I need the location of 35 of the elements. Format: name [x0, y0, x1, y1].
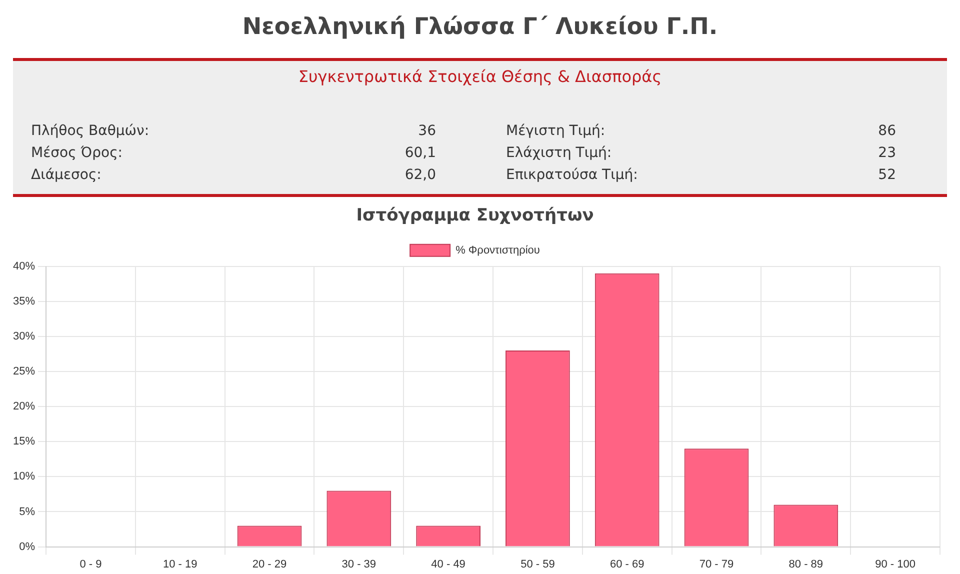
x-tick-label: 20 - 29 [252, 558, 287, 570]
text: 86 [878, 123, 896, 141]
text: Διάμεσος: [31, 167, 102, 185]
text: Επικρατούσα Τιμή: [506, 167, 638, 185]
chart-title: Ιστόγραμμα Συχνοτήτων [356, 206, 594, 226]
y-tick-label: 10% [12, 470, 36, 483]
y-tick-label: 20% [12, 400, 36, 413]
text: 62,0 [404, 167, 436, 185]
x-tick-label: 70 - 79 [699, 558, 734, 570]
legend-label: % Φροντιστηρίου [456, 244, 540, 256]
x-tick-label: 80 - 89 [788, 558, 824, 570]
y-tick-label: 40% [12, 260, 36, 272]
text: Μέγιστη Τιμή: [506, 123, 606, 141]
y-tick-label: 25% [12, 366, 36, 378]
x-tick-label: 10 - 19 [162, 558, 198, 570]
y-tick-label: 35% [12, 295, 36, 308]
text: Νεοελληνική Γλώσσα Γ΄ Λυκείου Γ.Π. [241, 14, 719, 42]
x-tick-label: 0 - 9 [80, 558, 102, 570]
text: 23 [878, 145, 896, 163]
text: Μέσος Όρος: [31, 145, 123, 163]
text: Συγκεντρωτικά Στοιχεία Θέσης & Διασποράς [297, 66, 663, 86]
text: 36 [418, 123, 436, 141]
x-tick-label: 40 - 49 [431, 558, 466, 570]
y-tick-label: 5% [19, 506, 36, 518]
text: 60,1 [404, 145, 436, 163]
x-tick-label: 30 - 39 [342, 558, 376, 570]
y-tick-label: 0% [19, 540, 36, 553]
y-tick-label: 15% [12, 436, 36, 448]
text: 52 [878, 167, 896, 185]
x-tick-label: 60 - 69 [610, 558, 644, 570]
y-tick-label: 30% [12, 330, 36, 343]
x-tick-label: 90 - 100 [875, 558, 916, 570]
text: Πλήθος Βαθμών: [31, 123, 150, 141]
x-tick-label: 50 - 59 [520, 558, 555, 570]
text: Ελάχιστη Τιμή: [506, 145, 612, 163]
